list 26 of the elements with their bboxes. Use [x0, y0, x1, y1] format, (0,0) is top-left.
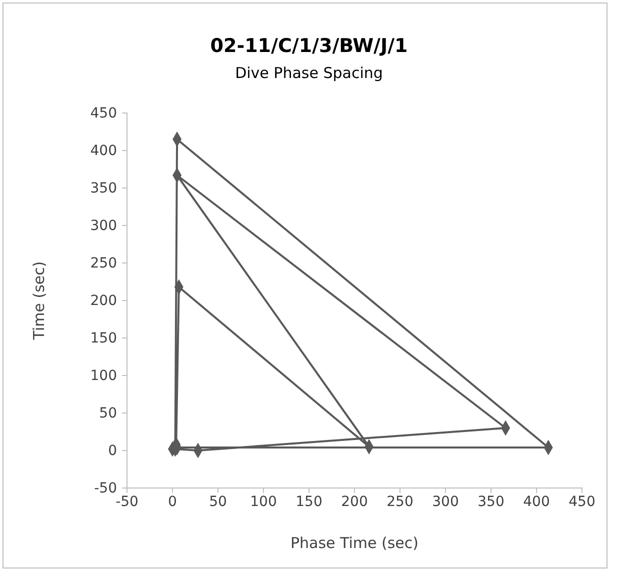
y-tick-label: 0	[108, 442, 117, 459]
y-tick-label: 150	[90, 330, 117, 346]
chart-title: 02-11/C/1/3/BW/J/1	[210, 35, 408, 57]
x-tick-label: -50	[116, 494, 138, 510]
x-tick-label: 0	[168, 494, 177, 510]
x-tick-label: 300	[432, 494, 459, 510]
x-tick-label: 250	[386, 494, 414, 510]
y-tick-label: 200	[90, 292, 117, 309]
x-tick-label: 450	[568, 494, 596, 510]
x-tick-label: 150	[296, 494, 322, 510]
y-axis-title: Time (sec)	[30, 261, 48, 341]
x-tick-label: 100	[250, 494, 277, 510]
x-tick-label: 200	[341, 494, 368, 510]
y-tick-label: -50	[94, 480, 117, 496]
y-tick-label: 300	[90, 218, 117, 234]
x-axis-title: Phase Time (sec)	[290, 534, 419, 552]
x-tick-label: 50	[209, 494, 227, 510]
y-tick-label: 250	[90, 255, 117, 272]
y-tick-label: 100	[90, 368, 117, 384]
x-tick-label: 350	[478, 494, 504, 510]
y-tick-label: 450	[90, 105, 117, 122]
chart-subtitle: Dive Phase Spacing	[235, 64, 383, 82]
y-tick-label: 400	[90, 142, 117, 159]
x-tick-label: 400	[523, 494, 550, 510]
y-tick-label: 50	[99, 405, 117, 422]
y-tick-label: 350	[90, 180, 117, 196]
